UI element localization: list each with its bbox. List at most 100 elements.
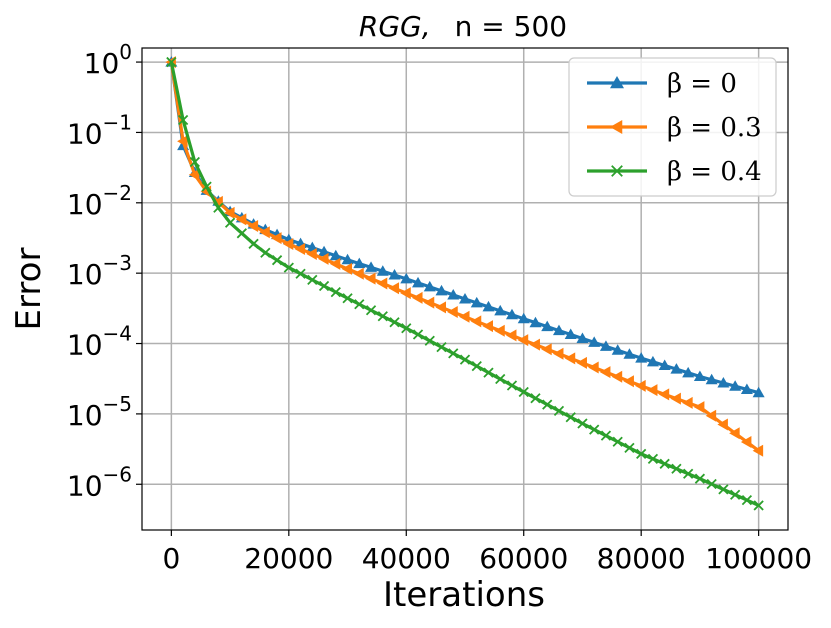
data-point xyxy=(259,226,270,239)
data-point xyxy=(658,388,670,401)
data-point xyxy=(470,296,483,308)
data-point xyxy=(177,114,189,126)
data-point xyxy=(459,310,470,323)
data-point xyxy=(682,366,695,378)
data-point xyxy=(670,363,683,374)
data-point xyxy=(517,334,529,347)
data-point xyxy=(354,299,365,310)
x-tick-label: 60000 xyxy=(479,542,568,575)
data-point xyxy=(741,494,753,506)
data-point xyxy=(365,272,376,285)
data-point xyxy=(658,359,671,370)
legend-frame xyxy=(568,57,777,197)
data-point xyxy=(388,269,401,280)
data-point xyxy=(282,237,294,250)
y-tick-base: 10 xyxy=(84,47,120,80)
data-point xyxy=(224,206,235,219)
data-point xyxy=(459,354,471,365)
data-point xyxy=(717,418,728,431)
data-point xyxy=(542,399,553,410)
data-point xyxy=(706,478,717,490)
data-point xyxy=(329,249,342,261)
data-point xyxy=(283,262,294,273)
x-tick-label: 20000 xyxy=(244,542,333,575)
data-point xyxy=(529,316,542,328)
y-tick-base: 10 xyxy=(67,399,103,432)
y-axis-title: Error xyxy=(9,248,49,331)
data-point xyxy=(717,376,730,388)
data-point xyxy=(740,435,752,448)
data-point xyxy=(599,340,612,351)
data-point xyxy=(423,280,436,292)
data-point xyxy=(471,360,482,372)
data-point xyxy=(693,370,706,382)
y-tick-base: 10 xyxy=(67,188,103,221)
legend: β = 0 β = 0.3 β = 0.4 xyxy=(568,57,777,197)
data-point xyxy=(752,386,765,398)
data-point xyxy=(341,253,354,265)
data-point xyxy=(612,436,623,447)
data-point xyxy=(235,213,247,226)
data-point xyxy=(588,336,601,347)
y-tick-label: 10−6 xyxy=(67,462,132,502)
y-tick-base: 10 xyxy=(67,117,103,150)
data-point xyxy=(518,386,529,398)
data-point xyxy=(248,238,259,249)
data-point xyxy=(330,286,341,298)
data-point xyxy=(470,315,482,328)
y-tick-label: 100 xyxy=(84,40,132,80)
data-point xyxy=(448,348,459,359)
data-point xyxy=(388,282,400,295)
data-point xyxy=(588,361,599,374)
y-tick-exponent: 0 xyxy=(119,40,132,64)
data-point xyxy=(412,276,425,288)
data-point xyxy=(530,393,541,404)
data-point xyxy=(389,317,400,328)
data-point xyxy=(505,329,517,342)
data-point xyxy=(564,352,576,365)
y-tick-exponent: −3 xyxy=(103,251,132,275)
data-point xyxy=(318,245,331,257)
data-point xyxy=(564,328,577,340)
data-point xyxy=(646,384,658,397)
data-point xyxy=(718,484,729,495)
data-point xyxy=(376,277,388,290)
data-point xyxy=(376,265,389,276)
y-tick-base: 10 xyxy=(67,329,103,362)
data-point xyxy=(423,296,435,309)
data-point xyxy=(436,341,447,353)
y-tick-label: 10−3 xyxy=(67,251,132,291)
data-point xyxy=(646,355,659,367)
data-point xyxy=(189,156,200,168)
y-tick-exponent: −2 xyxy=(103,181,132,205)
data-point xyxy=(611,344,624,355)
legend-marker xyxy=(610,76,624,89)
data-point xyxy=(459,292,471,304)
data-point xyxy=(482,320,493,333)
data-point xyxy=(729,380,742,391)
data-point xyxy=(353,257,366,269)
data-point xyxy=(447,306,458,319)
data-point xyxy=(600,430,612,441)
data-point xyxy=(483,367,494,378)
data-point xyxy=(377,311,388,322)
y-tick-label: 10−4 xyxy=(67,322,132,362)
data-point xyxy=(517,312,530,324)
series-2 xyxy=(166,56,764,511)
data-point xyxy=(694,473,706,484)
plot-frame xyxy=(141,47,789,531)
grid xyxy=(142,48,788,530)
data-point xyxy=(213,202,224,213)
data-point xyxy=(505,308,518,320)
chart-title-rest: n = 500 xyxy=(455,10,567,43)
data-point xyxy=(671,463,682,474)
data-point xyxy=(353,267,364,280)
y-tick-exponent: −1 xyxy=(103,110,132,134)
data-point xyxy=(682,396,693,409)
data-point xyxy=(188,168,200,181)
data-point xyxy=(693,401,705,414)
data-point xyxy=(623,375,634,388)
data-point xyxy=(318,280,330,292)
data-point xyxy=(589,424,600,435)
